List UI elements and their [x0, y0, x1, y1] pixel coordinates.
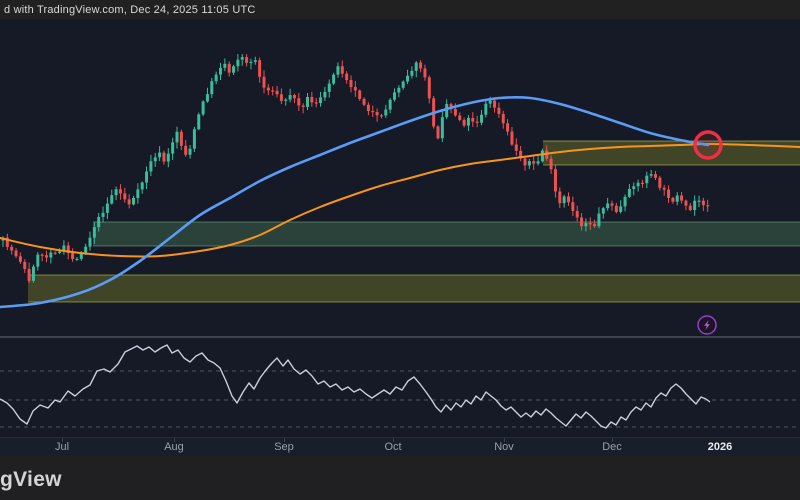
month-tick [284, 438, 285, 442]
month-label-aug: Aug [164, 441, 184, 453]
month-label-jul: Jul [54, 441, 70, 453]
month-tick [174, 438, 175, 442]
month-tick [612, 438, 613, 442]
rsi-pane [0, 344, 800, 429]
month-label-sep: Sep [274, 441, 294, 453]
support-zone-olive[interactable] [28, 274, 800, 303]
price-zones[interactable] [28, 140, 800, 303]
month-tick [393, 438, 394, 442]
rsi-line [0, 344, 711, 429]
support-zone-green[interactable] [93, 221, 800, 247]
logo-bar: gView [0, 456, 800, 500]
month-tick [504, 438, 505, 442]
red-circle-annotation[interactable] [693, 130, 723, 160]
month-tick [62, 438, 63, 442]
attribution-bar: d with TradingView.com, Dec 24, 2025 11:… [0, 0, 800, 19]
month-label-nov: Nov [494, 441, 514, 453]
month-label-oct: Oct [384, 441, 402, 453]
attribution-text: d with TradingView.com, Dec 24, 2025 11:… [4, 3, 256, 16]
ma-fast-orange-line[interactable] [0, 142, 800, 258]
tradingview-logo[interactable]: gView [0, 468, 62, 491]
chart-canvas[interactable] [0, 0, 800, 437]
time-axis[interactable]: Jul Aug Sep Oct Nov Dec 2026 [0, 437, 800, 457]
year-label: 2026 [707, 441, 733, 453]
lightning-icon[interactable] [697, 315, 717, 335]
month-label-dec: Dec [602, 441, 622, 453]
candlestick-series [1, 54, 710, 284]
ma-slow-blue-line[interactable] [0, 96, 710, 309]
